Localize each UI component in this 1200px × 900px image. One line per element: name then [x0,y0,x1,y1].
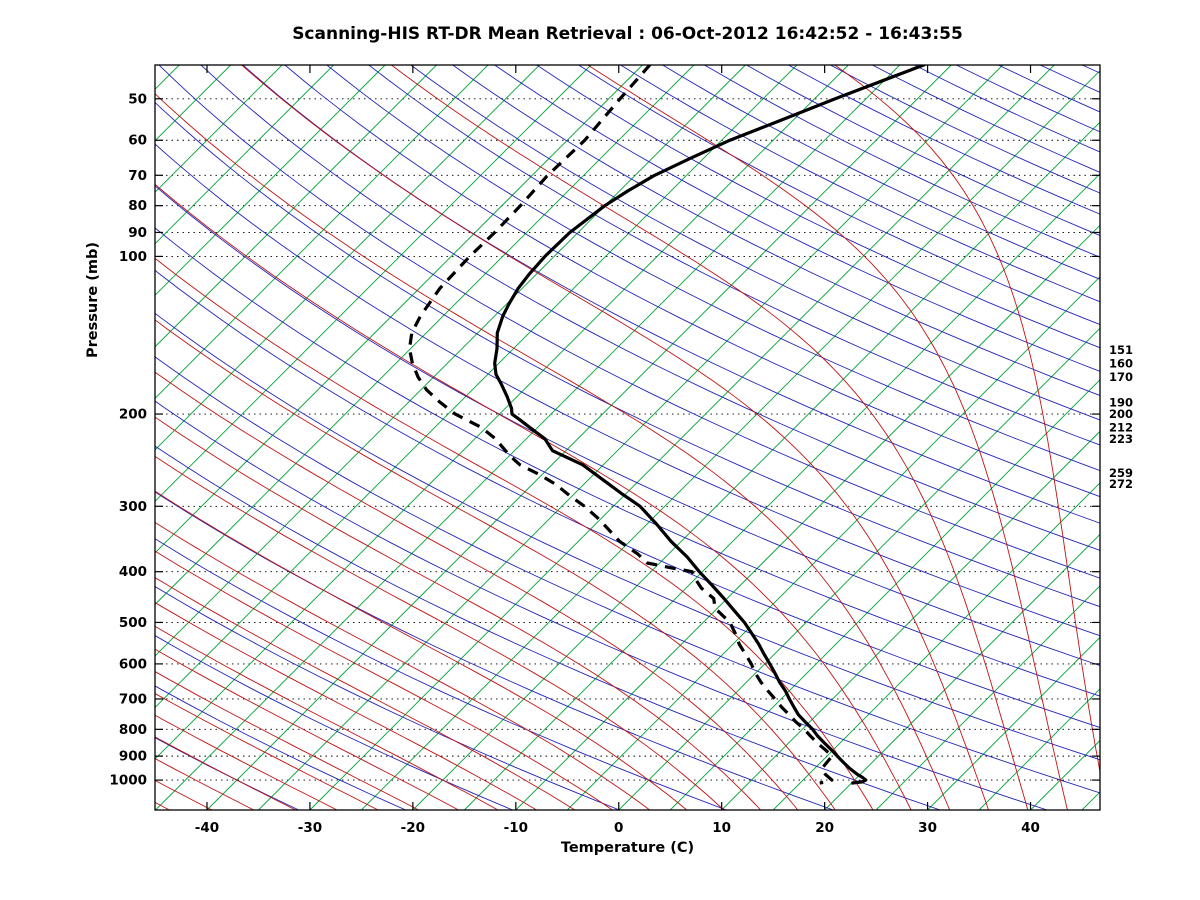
right-pressure-label: 190 [1109,395,1133,409]
right-pressure-label: 212 [1109,420,1133,434]
x-tick-label: -40 [195,820,219,836]
dry-adiabats [155,65,1100,810]
y-tick-label: 400 [119,564,147,580]
y-axis-label: Pressure (mb) [85,242,101,358]
right-pressure-label: 223 [1109,432,1133,446]
x-tick-label: -20 [401,820,425,836]
moist-adiabats [155,65,1100,810]
temperature-line [493,65,926,785]
x-tick-label: -10 [504,820,528,836]
y-tick-label: 100 [119,249,147,265]
y-tick-label: 700 [119,691,147,707]
y-tick-label: 50 [128,91,147,107]
profiles [407,65,926,785]
y-tick-label: 200 [119,407,147,423]
y-tick-label: 80 [128,198,147,214]
right-pressure-label: 259 [1109,466,1133,480]
y-tick-label: 900 [119,749,147,765]
y-tick-label: 600 [119,656,147,672]
axes: -40 -30 -20 -10 0 10 20 30 40 50 60 70 80 90 100 200 300… [109,64,1133,836]
y-tick-label: 1000 [109,773,147,789]
x-tick-label: 10 [712,820,731,836]
x-tick-label: 0 [614,820,623,836]
right-pressure-label: 272 [1109,477,1133,491]
chart-title: Scanning-HIS RT-DR Mean Retrieval : 06-O… [292,24,963,44]
isotherms [155,65,1100,810]
dew_point-line [407,65,834,785]
x-tick-label: 20 [815,820,834,836]
y-tick-label: 500 [119,615,147,631]
y-tick-label: 70 [128,168,147,184]
y-tick-label: 60 [128,133,147,149]
x-axis-label: Temperature (C) [560,840,695,856]
right-pressure-label: 170 [1109,370,1133,384]
y-tick-label: 800 [119,722,147,738]
y-tick-label: 90 [128,225,147,241]
x-tick-label: 40 [1021,820,1040,836]
x-tick-label: 30 [918,820,937,836]
right-pressure-label: 160 [1109,356,1133,370]
x-tick-label: -30 [298,820,322,836]
pressure-gridlines [155,98,1100,781]
right-pressure-label: 151 [1109,343,1133,357]
right-pressure-label: 200 [1109,407,1133,421]
y-tick-label: 300 [119,499,147,515]
